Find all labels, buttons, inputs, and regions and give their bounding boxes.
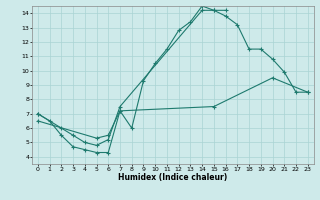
X-axis label: Humidex (Indice chaleur): Humidex (Indice chaleur)	[118, 173, 228, 182]
